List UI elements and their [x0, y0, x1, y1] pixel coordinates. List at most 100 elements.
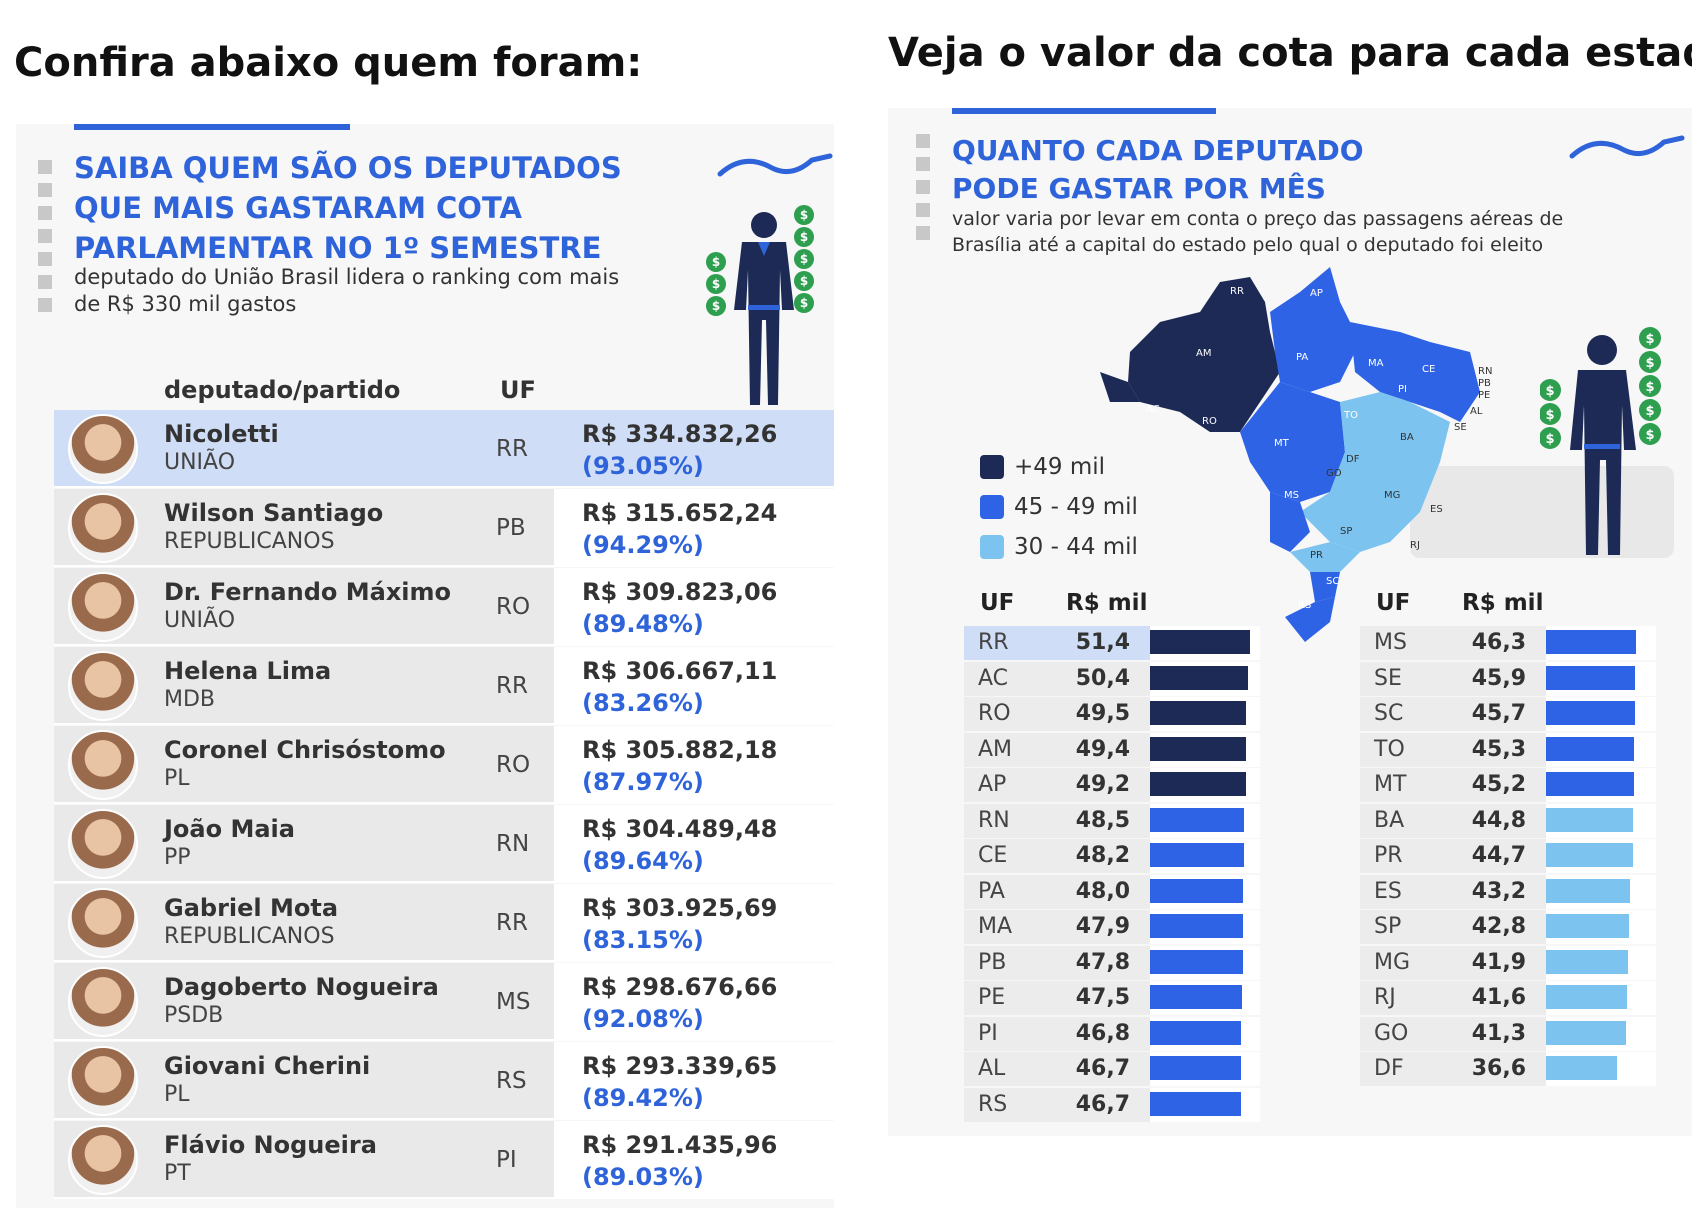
quota-bar — [1150, 843, 1244, 867]
deputy-uf: RO — [496, 594, 531, 620]
bar-track — [1546, 874, 1656, 909]
svg-text:RJ: RJ — [1410, 540, 1420, 551]
legend-swatch — [980, 495, 1004, 519]
wave-icon — [717, 153, 833, 177]
deputy-value: R$ 306.667,11 — [582, 657, 778, 685]
deputy-row: Coronel Chrisóstomo PL RO R$ 305.882,18 … — [54, 726, 834, 804]
col-value-header: R$ mil — [1462, 590, 1544, 616]
uf-row: RJ 41,6 — [1360, 981, 1546, 1015]
right-heading: Veja o valor da cota para cada estado: — [888, 30, 1692, 76]
svg-text:$: $ — [712, 299, 720, 313]
uf-value: 41,3 — [1471, 1020, 1526, 1046]
quota-bar — [1546, 665, 1635, 690]
bar-track — [1546, 1052, 1656, 1086]
svg-text:TO: TO — [1343, 410, 1358, 421]
uf-row: MS 46,3 — [1360, 626, 1546, 660]
deputy-pct: (89.64%) — [582, 847, 704, 875]
svg-text:MT: MT — [1274, 438, 1290, 449]
svg-text:$: $ — [1645, 428, 1654, 443]
uf-code: AC — [978, 665, 1009, 691]
uf-row: AC 50,4 — [964, 661, 1150, 696]
svg-text:$: $ — [800, 208, 808, 222]
svg-text:SE: SE — [1454, 422, 1467, 433]
avatar — [68, 414, 138, 484]
uf-code: AL — [978, 1056, 1006, 1081]
col-deputado-header: deputado/partido — [164, 376, 401, 404]
uf-row: TO 45,3 — [1360, 732, 1546, 767]
bar-track — [1546, 981, 1656, 1015]
svg-text:RR: RR — [1230, 286, 1244, 297]
ranking-subtitle: deputado do União Brasil lidera o rankin… — [74, 265, 620, 316]
uf-value: 48,5 — [1075, 807, 1130, 833]
quota-bar — [1546, 843, 1633, 867]
deputy-party: REPUBLICANOS — [164, 924, 335, 949]
uf-code: MG — [1374, 949, 1411, 975]
svg-text:RN: RN — [1478, 366, 1492, 377]
wave-icon — [1569, 135, 1685, 159]
uf-row: AM 49,4 — [964, 732, 1150, 767]
uf-code: SP — [1374, 914, 1402, 939]
svg-text:AC: AC — [1146, 404, 1160, 415]
deputy-uf: RR — [496, 436, 528, 462]
avatar — [68, 1125, 138, 1195]
legend-item: 30 - 44 mil — [980, 534, 1138, 560]
deputy-name: Nicoletti — [164, 420, 279, 448]
quota-bar — [1150, 701, 1246, 725]
deputy-pct: (83.15%) — [582, 926, 704, 954]
deputy-uf: RR — [496, 910, 528, 936]
uf-row: ES 43,2 — [1360, 874, 1546, 909]
deputy-name: Gabriel Mota — [164, 894, 339, 922]
deputy-uf: RR — [496, 673, 528, 699]
quota-bar — [1546, 807, 1633, 832]
quota-bar — [1150, 878, 1243, 903]
avatar — [68, 730, 138, 800]
deputy-row: João Maia PP RN R$ 304.489,48 (89.64%) — [54, 805, 834, 883]
uf-code: PE — [978, 985, 1006, 1010]
svg-text:MS: MS — [1284, 490, 1299, 501]
deputy-value: R$ 298.676,66 — [582, 973, 778, 1001]
uf-row: PI 46,8 — [964, 1016, 1150, 1051]
uf-code: RN — [978, 807, 1010, 833]
svg-text:$: $ — [1645, 332, 1654, 347]
deputy-value: R$ 305.882,18 — [582, 736, 778, 764]
uf-value: 44,8 — [1471, 807, 1526, 833]
uf-row: PR 44,7 — [1360, 839, 1546, 873]
svg-text:SP: SP — [1340, 526, 1352, 537]
avatar — [68, 493, 138, 563]
uf-row: GO 41,3 — [1360, 1016, 1546, 1051]
uf-row: MT 45,2 — [1360, 768, 1546, 802]
deputy-uf: RS — [496, 1068, 527, 1094]
bar-track — [1150, 945, 1260, 980]
svg-text:CE: CE — [1422, 364, 1435, 375]
svg-text:PR: PR — [1310, 550, 1323, 561]
quota-bar — [1150, 1020, 1241, 1045]
bar-track — [1150, 697, 1260, 731]
uf-code: AP — [978, 772, 1007, 797]
svg-text:$: $ — [800, 230, 808, 244]
uf-code: SE — [1374, 665, 1402, 691]
svg-text:$: $ — [712, 277, 720, 291]
map-labels: RR AP AM PA MA CE RN PB PE AL SE PI AC R… — [1146, 286, 1492, 611]
uf-code: AM — [978, 736, 1013, 762]
uf-value: 41,9 — [1471, 949, 1526, 975]
quota-bar — [1546, 630, 1636, 654]
uf-value: 42,8 — [1471, 914, 1526, 939]
bar-track — [1546, 768, 1656, 802]
deputy-party: PL — [164, 766, 190, 791]
uf-code: TO — [1374, 736, 1405, 762]
quota-title: QUANTO CADA DEPUTADO PODE GASTAR POR MÊS — [952, 134, 1364, 205]
svg-text:BA: BA — [1400, 432, 1414, 443]
svg-text:PI: PI — [1398, 384, 1407, 395]
deputy-party: REPUBLICANOS — [164, 529, 335, 554]
uf-value: 49,5 — [1075, 701, 1130, 726]
uf-row: BA 44,8 — [1360, 803, 1546, 838]
avatar — [68, 1046, 138, 1116]
svg-text:$: $ — [1645, 380, 1654, 395]
bar-track — [1150, 1016, 1260, 1051]
deputy-pct: (89.42%) — [582, 1084, 704, 1112]
deputy-row: Gabriel Mota REPUBLICANOS RR R$ 303.925,… — [54, 884, 834, 962]
col-uf-header: UF — [980, 590, 1015, 616]
bar-track — [1546, 1016, 1656, 1051]
uf-code: BA — [1374, 807, 1405, 833]
bar-track — [1150, 874, 1260, 909]
